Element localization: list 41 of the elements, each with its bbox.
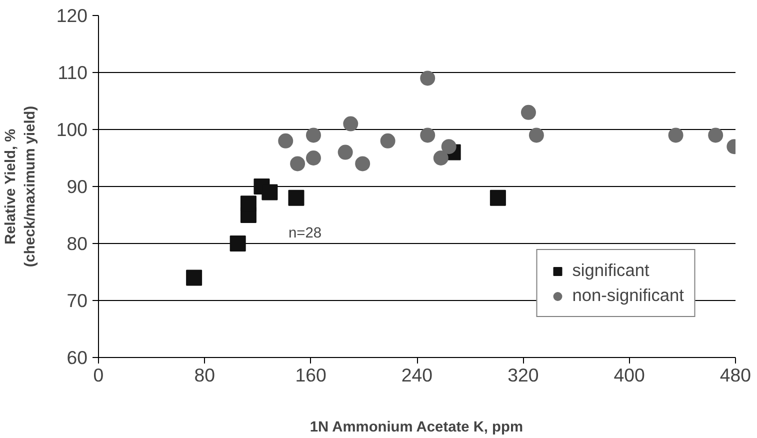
point bbox=[441, 139, 456, 154]
annotation: n=28 bbox=[288, 226, 322, 242]
y-tick-label: 80 bbox=[66, 233, 88, 254]
point bbox=[240, 196, 256, 212]
point bbox=[278, 133, 294, 148]
x-axis-title: 1N Ammonium Acetate K, ppm bbox=[310, 420, 524, 436]
y-tick-label: 70 bbox=[66, 290, 88, 311]
x-tick-label: 240 bbox=[401, 364, 433, 386]
point bbox=[230, 236, 246, 252]
point bbox=[380, 133, 396, 148]
y-tick-label: 120 bbox=[56, 5, 88, 26]
point bbox=[668, 128, 684, 143]
point bbox=[520, 104, 536, 120]
y-axis-title: Relative Yield, % (check/maximum yield) bbox=[3, 106, 38, 268]
point bbox=[338, 144, 353, 160]
point bbox=[490, 190, 506, 206]
point bbox=[343, 116, 358, 132]
point bbox=[186, 270, 202, 286]
point bbox=[355, 156, 370, 172]
y-tick-label: 60 bbox=[66, 347, 88, 368]
point bbox=[420, 128, 436, 143]
point bbox=[433, 150, 448, 166]
point bbox=[288, 190, 304, 206]
point bbox=[306, 150, 321, 166]
x-tick-label: 80 bbox=[194, 364, 216, 386]
point bbox=[420, 70, 436, 86]
y-tick-label: 100 bbox=[56, 119, 88, 140]
x-tick-label: 0 bbox=[93, 364, 104, 386]
y-tick-label: 110 bbox=[58, 62, 88, 83]
point bbox=[290, 156, 306, 172]
point bbox=[306, 128, 321, 143]
point bbox=[262, 184, 278, 200]
x-tick-label: 160 bbox=[295, 364, 326, 386]
legend-label: non-significant bbox=[572, 285, 684, 306]
point bbox=[708, 128, 724, 143]
point bbox=[528, 128, 544, 143]
x-tick-label: 320 bbox=[508, 364, 539, 386]
y-tick-label: 90 bbox=[66, 176, 88, 197]
x-tick-label: 480 bbox=[720, 364, 752, 386]
legend-label: significant bbox=[572, 260, 650, 281]
x-tick-label: 400 bbox=[614, 364, 645, 386]
